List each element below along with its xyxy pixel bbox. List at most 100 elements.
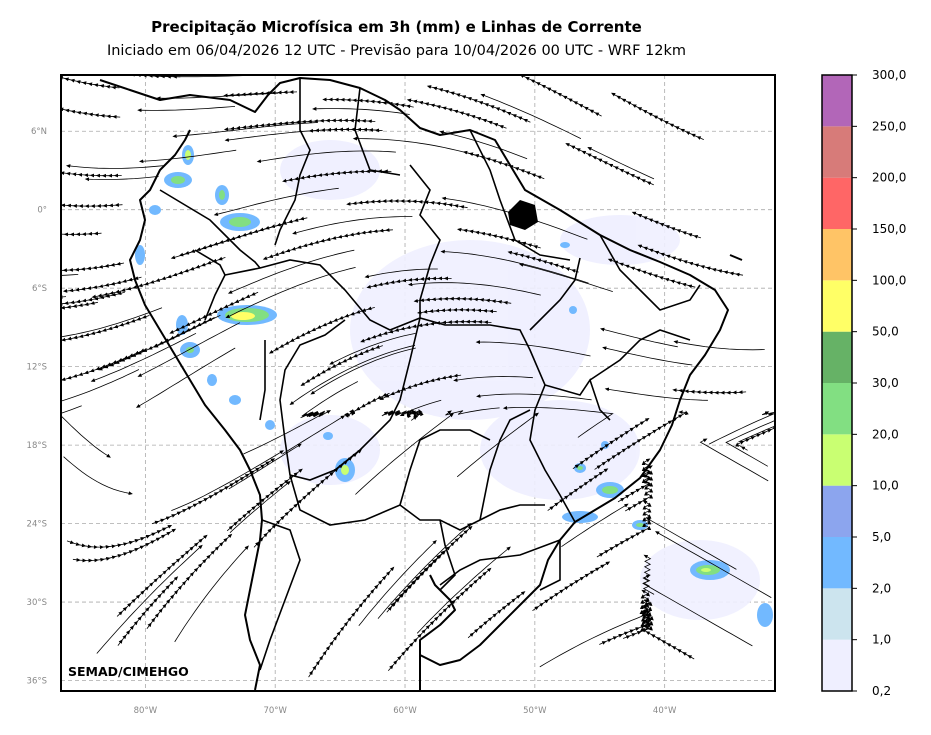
streamline xyxy=(153,314,221,348)
streamline xyxy=(61,101,121,119)
lat-tick-label: 24°S xyxy=(27,520,47,530)
streamline xyxy=(673,340,765,351)
streamline xyxy=(532,561,611,612)
streamline xyxy=(312,106,410,115)
colorbar-label: 150,0 xyxy=(872,222,906,236)
colorbar-label: 50,0 xyxy=(872,325,899,339)
streamline xyxy=(738,425,775,443)
streamline xyxy=(61,261,125,273)
streamline xyxy=(170,224,282,260)
streamline xyxy=(699,438,769,482)
streamline xyxy=(358,540,437,627)
lon-tick-label: 60°W xyxy=(393,706,417,716)
lat-tick-label: 12°S xyxy=(27,363,47,373)
streamline xyxy=(600,327,678,348)
streamline xyxy=(169,291,259,334)
streamline xyxy=(599,599,653,645)
streamline xyxy=(480,93,582,139)
streamline xyxy=(151,458,276,525)
colorbar-swatch xyxy=(822,383,852,435)
axis-tick-labels: 80°W 70°W 60°W 50°W 40°W 6°N 0° 6°S 12°S 18°S 24°S… xyxy=(27,127,677,716)
streamline xyxy=(476,393,592,401)
streamline xyxy=(406,98,507,129)
streamline xyxy=(602,346,693,366)
streamline xyxy=(539,602,650,668)
colorbar-label: 20,0 xyxy=(872,427,899,441)
colorbar-swatch xyxy=(822,485,852,537)
colorbar: 0,2 1,0 2,0 5,0 10,0 20,0 30,0 50,0 100,0 150,0 20… xyxy=(821,68,906,698)
streamline xyxy=(708,411,775,445)
streamline xyxy=(137,106,236,113)
streamline xyxy=(379,373,462,400)
streamline xyxy=(344,392,390,419)
colorbar-label: 1,0 xyxy=(872,633,891,647)
streamline xyxy=(547,468,609,511)
colorbar-swatch xyxy=(822,280,852,332)
colorbar-swatch xyxy=(822,331,852,383)
colorbar-swatch xyxy=(822,177,852,229)
streamline xyxy=(655,531,772,598)
streamline xyxy=(725,420,775,467)
streamline xyxy=(301,381,358,418)
colorbar-label: 5,0 xyxy=(872,530,891,544)
streamline xyxy=(672,388,747,395)
streamline xyxy=(399,408,424,421)
colorbar-label: 30,0 xyxy=(872,376,899,390)
streamline xyxy=(61,348,148,392)
streamline xyxy=(62,276,142,293)
streamline xyxy=(66,524,173,550)
streamline xyxy=(268,306,375,354)
streamline xyxy=(604,387,708,401)
streamline xyxy=(445,407,500,416)
colorbar-swatch xyxy=(822,434,852,486)
streamline xyxy=(61,374,62,376)
streamline xyxy=(360,319,492,343)
streamline xyxy=(453,376,533,382)
streamline xyxy=(329,333,416,365)
streamline xyxy=(507,250,579,273)
streamline xyxy=(262,228,393,260)
streamline xyxy=(135,347,236,408)
colorbar-label: 10,0 xyxy=(872,479,899,493)
streamline xyxy=(387,567,492,671)
lon-tick-label: 80°W xyxy=(134,706,158,716)
streamline xyxy=(386,525,473,613)
credit-label: SEMAD/CIMEHGO xyxy=(68,664,189,679)
colorbar-label: 100,0 xyxy=(872,273,906,287)
streamline xyxy=(389,550,445,609)
streamline xyxy=(146,533,233,630)
streamline xyxy=(355,413,454,495)
streamline xyxy=(441,196,588,240)
streamline xyxy=(225,267,356,319)
streamline xyxy=(138,149,237,164)
lon-tick-label: 70°W xyxy=(263,706,287,716)
streamline xyxy=(310,347,416,395)
streamline xyxy=(96,544,203,654)
streamline xyxy=(467,591,526,639)
streamline xyxy=(229,480,291,533)
lat-tick-label: 36°S xyxy=(27,677,47,687)
streamline xyxy=(308,566,395,678)
streamline xyxy=(256,150,396,164)
streamline xyxy=(61,369,140,402)
streamline xyxy=(413,296,512,305)
streamline xyxy=(407,282,541,296)
colorbar-label: 200,0 xyxy=(872,171,906,185)
marajo-island xyxy=(508,200,538,230)
streamline xyxy=(352,136,480,157)
streamline xyxy=(213,187,339,216)
colorbar-label: 300,0 xyxy=(872,68,906,82)
streamline xyxy=(611,92,704,140)
streamline xyxy=(61,301,98,312)
streamline xyxy=(223,118,376,132)
streamline xyxy=(223,90,298,98)
colorbar-swatch xyxy=(822,126,852,178)
streamline xyxy=(61,291,125,307)
streamline xyxy=(116,534,208,617)
streamline xyxy=(735,411,775,451)
lon-tick-label: 50°W xyxy=(523,706,547,716)
colorbar-swatch xyxy=(822,639,852,691)
lat-tick-label: 6°N xyxy=(31,127,47,137)
streamline xyxy=(587,147,655,180)
